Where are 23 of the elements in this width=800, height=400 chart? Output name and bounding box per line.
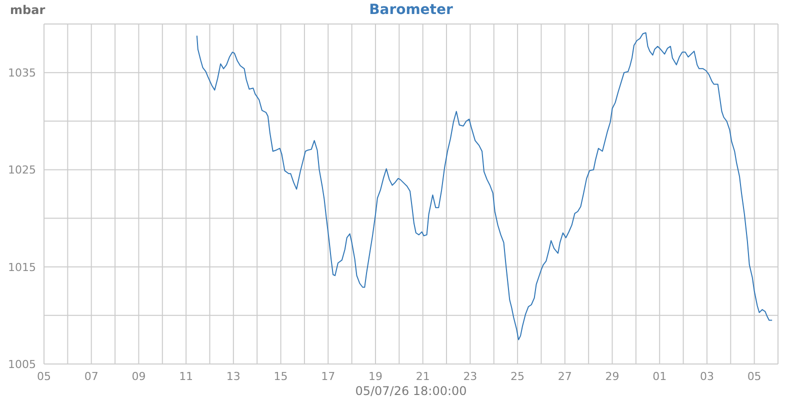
x-tick-label: 17 <box>321 370 336 383</box>
x-tick-label: 05 <box>747 370 762 383</box>
x-tick-label: 07 <box>84 370 98 383</box>
x-tick-label: 27 <box>558 370 572 383</box>
x-tick-label: 01 <box>652 370 667 383</box>
x-tick-label: 11 <box>179 370 194 383</box>
y-tick-label: 1025 <box>8 164 36 177</box>
chart-title: Barometer <box>368 1 454 19</box>
x-tick-label: 25 <box>510 370 525 383</box>
y-tick-label: 1015 <box>8 260 36 274</box>
x-axis-title: 05/07/26 18:00:00 <box>354 383 468 399</box>
y-axis-title: mbar <box>10 2 46 18</box>
x-tick-label: 23 <box>463 370 478 383</box>
x-tick-label: 19 <box>368 370 382 383</box>
x-tick-label: 21 <box>416 370 430 383</box>
x-tick-label: 15 <box>274 370 288 383</box>
y-tick-label: 1035 <box>8 66 36 80</box>
x-tick-label: 09 <box>132 370 146 383</box>
x-tick-label: 29 <box>605 370 620 383</box>
y-tick-label: 1005 <box>8 358 36 371</box>
x-tick-label: 13 <box>226 370 240 383</box>
x-tick-label: 05 <box>37 370 51 383</box>
x-tick-label: 03 <box>700 370 714 383</box>
